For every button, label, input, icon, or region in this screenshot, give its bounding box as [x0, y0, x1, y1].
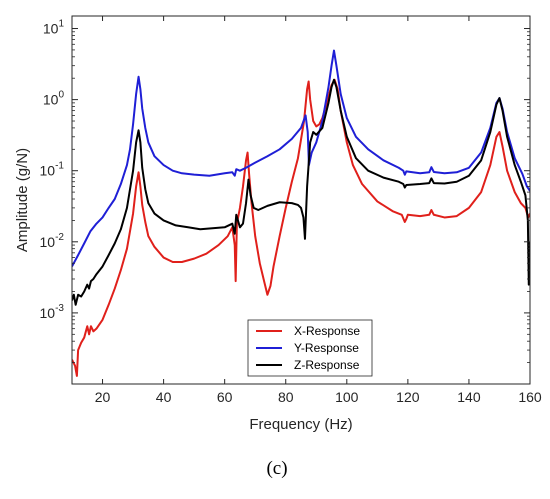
y-tick-label: 100	[43, 90, 65, 108]
x-axis-label: Frequency (Hz)	[249, 416, 352, 433]
y-tick-label: 10-1	[40, 161, 65, 179]
x-tick-label: 160	[518, 389, 542, 405]
x-tick-label: 20	[95, 389, 111, 405]
x-axis-ticks: 20 40 60 80 100 120 140 160	[95, 16, 542, 405]
y-axis-label: Amplitude (g/N)	[14, 148, 31, 252]
x-tick-label: 100	[335, 389, 359, 405]
legend-label: Z-Response	[294, 358, 360, 372]
legend: X-Response Y-Response Z-Response	[247, 319, 373, 377]
legend-label: X-Response	[294, 324, 360, 338]
series-line-y-response	[72, 49, 530, 267]
x-tick-label: 60	[217, 389, 233, 405]
y-tick-label: 101	[43, 19, 65, 37]
figure-caption: (c)	[266, 458, 287, 479]
plot-border	[71, 15, 531, 385]
series-layer	[72, 49, 530, 377]
y-tick-label: 10-3	[40, 303, 65, 321]
series-line-x-response	[72, 78, 530, 377]
series-line-z-response	[72, 78, 530, 306]
y-tick-label: 10-2	[40, 232, 65, 250]
x-tick-label: 120	[396, 389, 420, 405]
legend-label: Y-Response	[294, 341, 359, 355]
x-tick-label: 80	[278, 389, 294, 405]
x-tick-label: 40	[156, 389, 172, 405]
y-axis-ticks: 10-3 10-2 10-1 100 101	[40, 19, 530, 363]
x-tick-label: 140	[457, 389, 481, 405]
